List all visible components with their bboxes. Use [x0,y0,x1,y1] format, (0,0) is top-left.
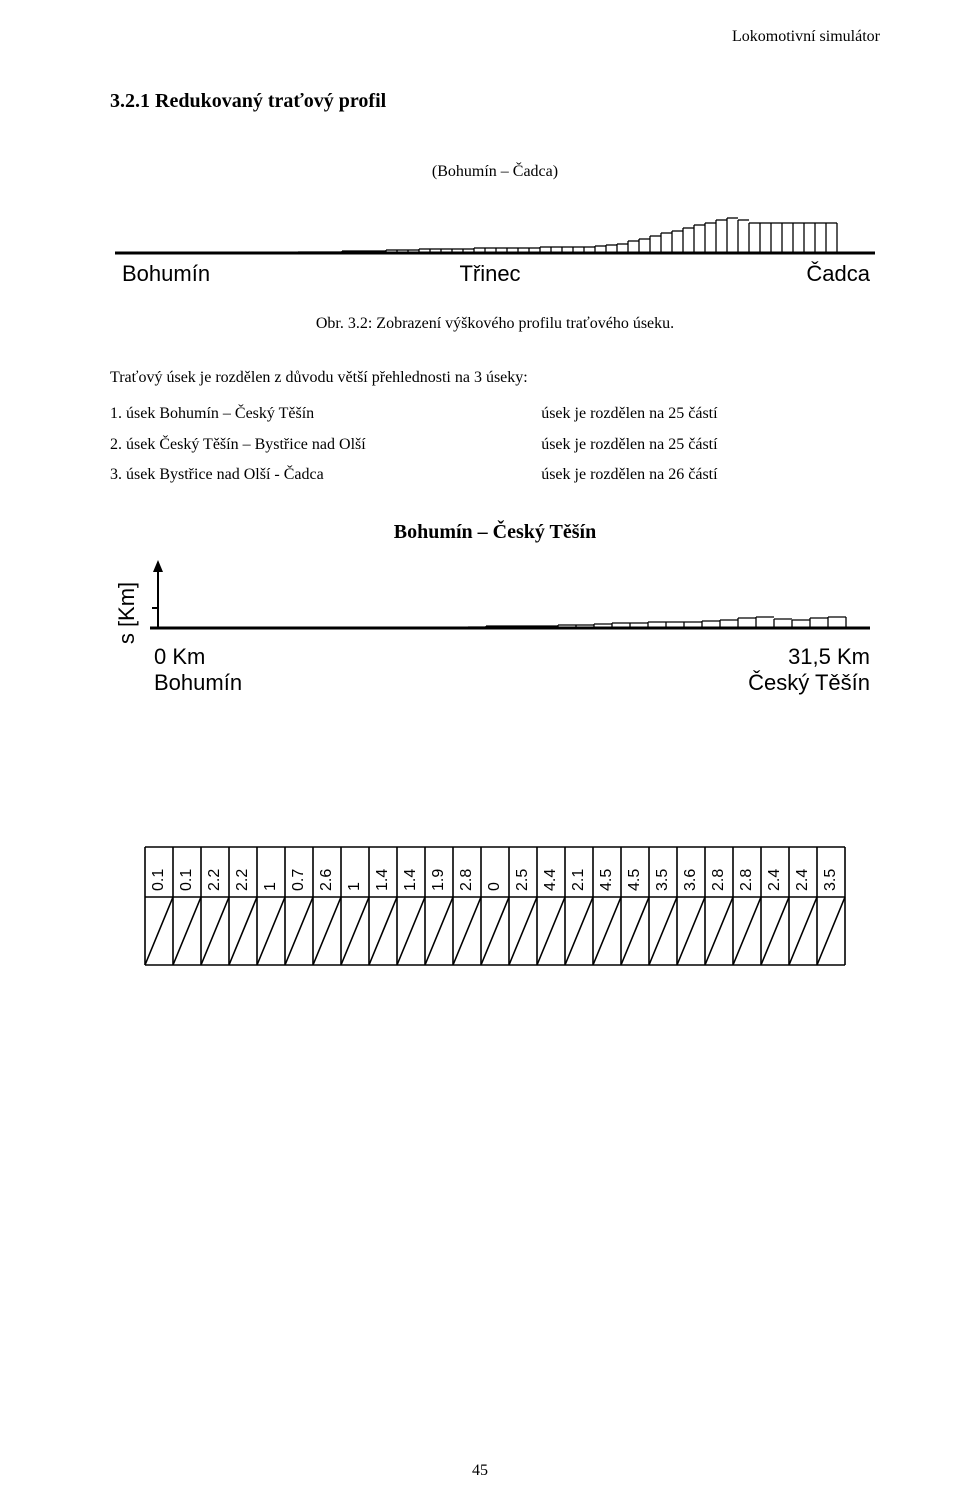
list-item: 3. úsek Bystřice nad Olší - Čadcaúsek je… [110,460,880,490]
svg-text:2.2: 2.2 [206,868,223,890]
intro-paragraph: Traťový úsek je rozdělen z důvodu větší … [110,363,880,393]
svg-text:1: 1 [262,882,279,891]
svg-text:Čadca: Čadca [806,261,870,286]
svg-text:2.6: 2.6 [318,868,335,890]
svg-text:4.5: 4.5 [598,868,615,890]
svg-text:Bohumín: Bohumín [122,261,210,286]
list-item: 1. úsek Bohumín – Český Těšínúsek je roz… [110,399,880,429]
section-list: 1. úsek Bohumín – Český Těšínúsek je roz… [110,399,880,490]
svg-text:1.4: 1.4 [402,868,419,890]
page-number: 45 [0,1462,960,1480]
svg-text:0: 0 [486,882,503,891]
figure1-caption: Obr. 3.2: Zobrazení výškového profilu tr… [110,315,880,333]
list-item-left: 2. úsek Český Těšín – Bystřice nad Olší [110,430,541,460]
figure2: s [Km] 0 KmBohumín 31,5 KmČeský Těšín [110,558,880,723]
section-title: 3.2.1 Redukovaný traťový profil [110,90,880,113]
svg-text:3.6: 3.6 [682,868,699,890]
svg-text:2.2: 2.2 [234,868,251,890]
running-head: Lokomotivní simulátor [732,28,880,46]
svg-text:Český Těšín: Český Těšín [748,670,870,695]
svg-text:0 Km: 0 Km [154,644,205,669]
list-item-right: úsek je rozdělen na 25 částí [541,430,880,460]
svg-text:s [Km]: s [Km] [114,581,139,643]
svg-text:3.5: 3.5 [654,868,671,890]
svg-text:1: 1 [346,882,363,891]
svg-text:2.8: 2.8 [738,868,755,890]
list-item-left: 1. úsek Bohumín – Český Těšín [110,399,541,429]
svg-text:2.8: 2.8 [458,868,475,890]
svg-text:0.1: 0.1 [150,868,167,890]
svg-text:1.9: 1.9 [430,868,447,890]
svg-text:2.8: 2.8 [710,868,727,890]
svg-text:0.7: 0.7 [290,868,307,890]
svg-text:Bohumín: Bohumín [154,670,242,695]
figure1: Bohumín Třinec Čadca [110,191,880,301]
svg-text:31,5 Km: 31,5 Km [788,644,870,669]
svg-text:0.1: 0.1 [178,868,195,890]
svg-text:2.4: 2.4 [766,868,783,890]
svg-text:3.5: 3.5 [822,868,839,890]
figure2-svg: s [Km] 0 KmBohumín 31,5 KmČeský Těšín [110,558,880,718]
list-item-right: úsek je rozdělen na 25 částí [541,399,880,429]
svg-text:2.4: 2.4 [794,868,811,890]
subhead-2: Bohumín – Český Těšín [110,521,880,544]
svg-text:2.5: 2.5 [514,868,531,890]
figure1-subtitle: (Bohumín – Čadca) [110,163,880,181]
svg-text:2.1: 2.1 [570,868,587,890]
gradient-strip: 0.1 0.1 2.2 2.2 1 0.7 2.6 1 1.4 1.4 1.9 2.8 0 2.5 4.4 2… [110,843,880,978]
svg-text:4.5: 4.5 [626,868,643,890]
list-item-left: 3. úsek Bystřice nad Olší - Čadca [110,460,541,490]
gradient-strip-svg: 0.1 0.1 2.2 2.2 1 0.7 2.6 1 1.4 1.4 1.9 2.8 0 2.5 4.4 2… [110,843,880,973]
figure1-svg: Bohumín Třinec Čadca [110,191,880,296]
list-item-right: úsek je rozdělen na 26 částí [541,460,880,490]
svg-text:1.4: 1.4 [374,868,391,890]
svg-text:Třinec: Třinec [459,261,520,286]
list-item: 2. úsek Český Těšín – Bystřice nad Olšíú… [110,430,880,460]
svg-text:4.4: 4.4 [542,868,559,890]
